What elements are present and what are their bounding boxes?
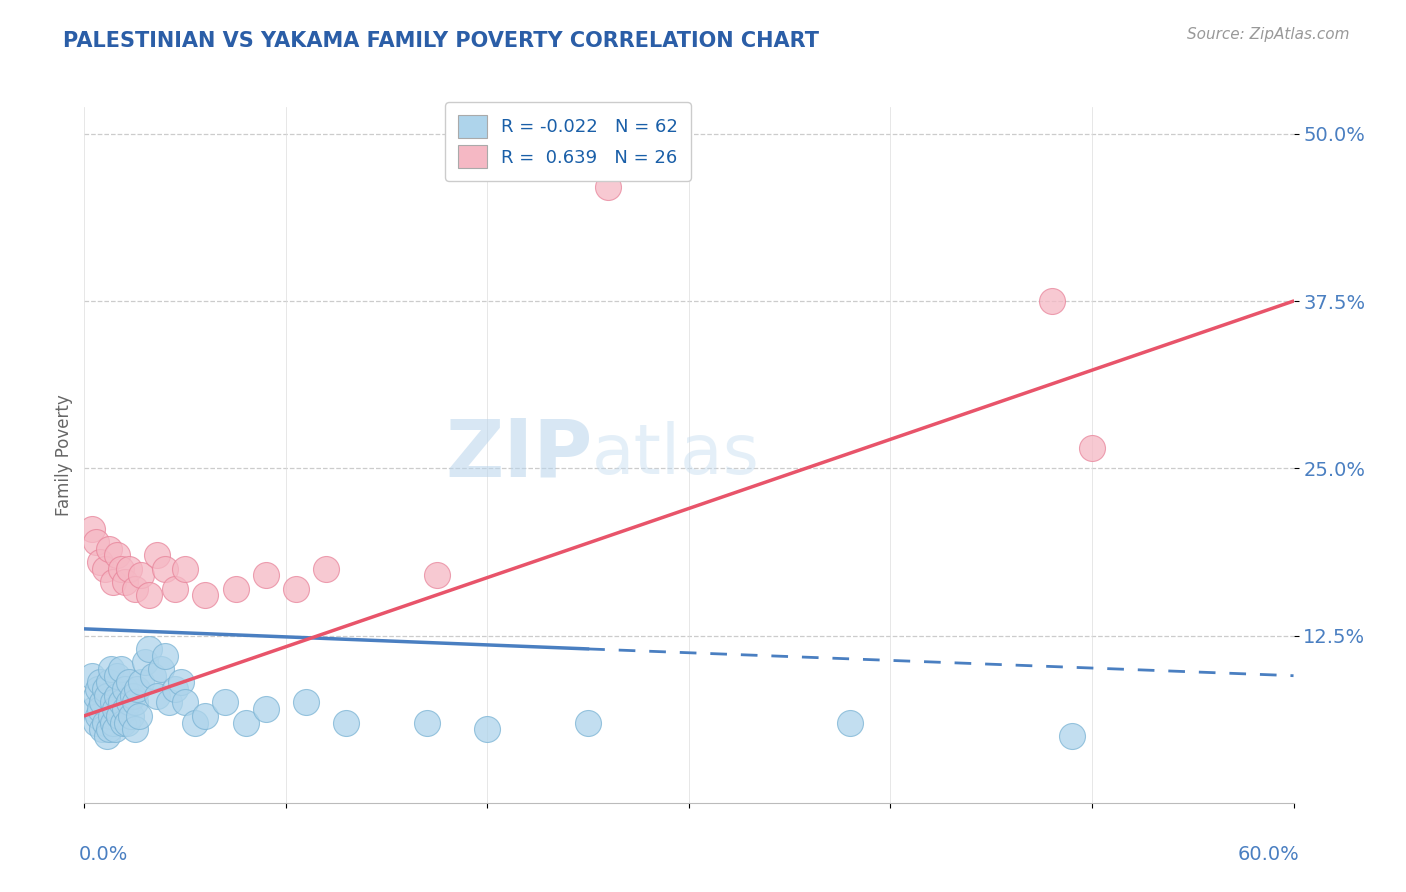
Point [118, 696, 141, 710]
Point [110, 662, 132, 676]
Text: PALESTINIAN VS YAKAMA FAMILY POVERTY CORRELATION CHART: PALESTINIAN VS YAKAMA FAMILY POVERTY COR… [63, 31, 820, 51]
Point [118, 562, 141, 576]
Point [104, 723, 127, 737]
Point [93, 681, 115, 696]
Point [115, 715, 138, 730]
Point [89, 675, 111, 690]
Point [114, 702, 136, 716]
Point [576, 715, 599, 730]
Point [121, 689, 143, 703]
Point [124, 723, 146, 737]
Point [93, 715, 115, 730]
Text: Source: ZipAtlas.com: Source: ZipAtlas.com [1187, 27, 1350, 42]
Point [138, 642, 160, 657]
Point [89, 555, 111, 569]
Point [146, 548, 169, 563]
Point [105, 669, 128, 683]
Point [153, 648, 176, 663]
Point [101, 696, 124, 710]
Point [225, 582, 247, 596]
Point [97, 723, 120, 737]
Point [295, 696, 318, 710]
Point [125, 681, 148, 696]
Point [1040, 294, 1063, 309]
Point [128, 708, 150, 723]
Point [254, 702, 277, 716]
Point [149, 662, 172, 676]
Point [91, 723, 114, 737]
Point [87, 681, 110, 696]
Point [118, 675, 141, 690]
Point [86, 689, 108, 703]
Point [105, 548, 128, 563]
Point [315, 562, 337, 576]
Point [170, 675, 193, 690]
Point [194, 589, 217, 603]
Point [83, 702, 105, 716]
Point [194, 708, 217, 723]
Point [214, 696, 236, 710]
Legend: R = -0.022   N = 62, R =  0.639   N = 26: R = -0.022 N = 62, R = 0.639 N = 26 [446, 103, 690, 181]
Point [157, 696, 180, 710]
Point [142, 669, 165, 683]
Point [165, 681, 187, 696]
Point [82, 669, 104, 683]
Point [104, 702, 127, 716]
Point [107, 708, 129, 723]
Point [101, 575, 124, 590]
Point [100, 662, 122, 676]
Point [284, 582, 308, 596]
Text: ZIP: ZIP [444, 416, 592, 494]
Point [97, 541, 120, 556]
Point [129, 675, 152, 690]
Point [134, 655, 156, 669]
Point [89, 702, 111, 716]
Point [120, 708, 142, 723]
Point [105, 689, 128, 703]
Point [124, 696, 146, 710]
Point [138, 589, 160, 603]
Point [598, 180, 620, 194]
Point [96, 729, 118, 743]
Point [124, 582, 146, 596]
Point [110, 696, 132, 710]
Point [93, 562, 115, 576]
Point [1081, 442, 1104, 455]
Point [100, 708, 122, 723]
Point [86, 534, 108, 549]
Point [477, 723, 499, 737]
Point [416, 715, 439, 730]
Point [111, 715, 134, 730]
Point [91, 696, 114, 710]
Point [146, 689, 169, 703]
Point [97, 675, 120, 690]
Point [254, 568, 277, 582]
Y-axis label: Family Poverty: Family Poverty [55, 394, 73, 516]
Point [114, 681, 136, 696]
Point [174, 696, 197, 710]
Point [174, 562, 197, 576]
Point [87, 708, 110, 723]
Text: 0.0%: 0.0% [79, 845, 128, 863]
Point [96, 689, 118, 703]
Point [110, 562, 132, 576]
Point [153, 562, 176, 576]
Point [114, 575, 136, 590]
Text: atlas: atlas [592, 421, 761, 489]
Point [165, 582, 187, 596]
Point [184, 715, 207, 730]
Point [82, 521, 104, 535]
Point [1060, 729, 1083, 743]
Point [86, 715, 108, 730]
Point [839, 715, 862, 730]
Point [235, 715, 257, 730]
Point [335, 715, 357, 730]
Point [426, 568, 449, 582]
Point [129, 568, 152, 582]
Point [101, 715, 124, 730]
Text: 60.0%: 60.0% [1237, 845, 1299, 863]
